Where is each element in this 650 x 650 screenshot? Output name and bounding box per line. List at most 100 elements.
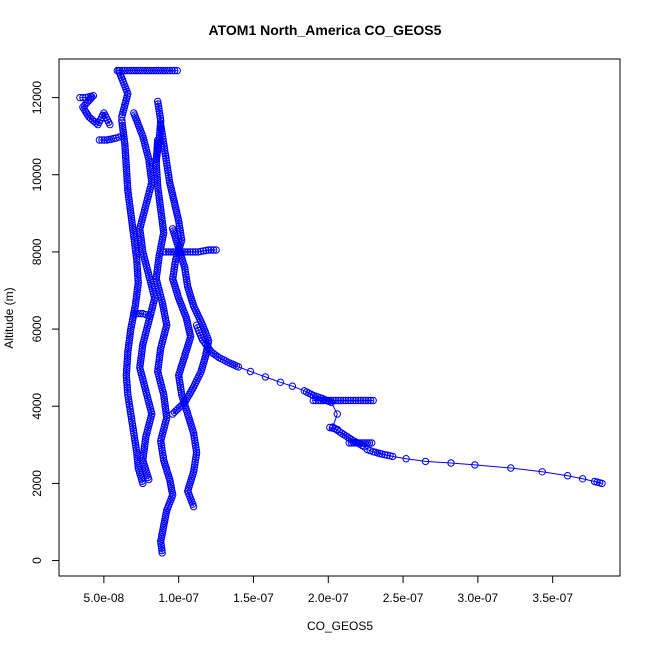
data-point-interp bbox=[121, 151, 130, 160]
data-point bbox=[169, 225, 177, 233]
data-point bbox=[152, 155, 160, 164]
data-point bbox=[246, 367, 255, 376]
data-point-interp bbox=[186, 248, 195, 256]
data-point-interp bbox=[132, 444, 140, 452]
data-point-interp bbox=[182, 275, 191, 284]
data-point-interp bbox=[124, 191, 133, 199]
data-point-interp bbox=[329, 396, 337, 405]
data-point-interp bbox=[123, 362, 131, 370]
data-point bbox=[309, 396, 317, 405]
data-point bbox=[184, 248, 192, 256]
data-point-interp bbox=[129, 225, 137, 234]
data-point-interp bbox=[139, 454, 147, 462]
data-point-interp bbox=[82, 109, 91, 117]
data-point-interp bbox=[364, 396, 372, 405]
data-point-interp bbox=[125, 195, 133, 204]
data-point-interp bbox=[133, 258, 141, 266]
y-tick-label: 4000 bbox=[30, 393, 44, 420]
y-tick-label: 0 bbox=[30, 557, 44, 564]
data-point bbox=[369, 396, 377, 405]
data-point-interp bbox=[133, 267, 142, 275]
data-point-interp bbox=[327, 396, 335, 405]
data-point-interp bbox=[119, 124, 127, 132]
data-point-interp bbox=[123, 364, 131, 373]
data-point-interp bbox=[159, 226, 168, 235]
data-point-interp bbox=[133, 260, 141, 268]
data-point-interp bbox=[176, 248, 185, 256]
data-point-interp bbox=[122, 369, 131, 377]
data-point-interp bbox=[123, 179, 132, 187]
data-point bbox=[157, 205, 165, 214]
y-tick-label: 8000 bbox=[30, 238, 44, 265]
data-point-interp bbox=[154, 365, 162, 373]
data-point bbox=[276, 378, 285, 386]
data-point-interp bbox=[153, 266, 162, 274]
data-point-interp bbox=[363, 439, 371, 447]
data-point-interp bbox=[123, 177, 131, 185]
data-point-interp bbox=[154, 360, 163, 369]
data-point-interp bbox=[156, 351, 164, 359]
data-point-interp bbox=[349, 396, 357, 405]
data-point-interp bbox=[125, 198, 134, 206]
data-point-interp bbox=[123, 355, 132, 363]
data-point-interp bbox=[157, 544, 166, 552]
data-point-interp bbox=[129, 427, 138, 435]
data-point-interp bbox=[187, 387, 196, 395]
data-point-interp bbox=[137, 354, 145, 363]
data-point-interp bbox=[317, 396, 325, 405]
data-point bbox=[447, 459, 455, 467]
data-point-interp bbox=[134, 272, 142, 280]
x-axis-label: CO_GEOS5 bbox=[307, 619, 373, 633]
data-point-interp bbox=[161, 400, 169, 408]
data-point-interp bbox=[365, 439, 374, 447]
x-tick-label: 1.5e-07 bbox=[233, 591, 274, 605]
data-point-interp bbox=[154, 187, 163, 195]
data-point-interp bbox=[174, 248, 182, 256]
data-point-interp bbox=[128, 417, 136, 425]
data-point-interp bbox=[123, 376, 131, 384]
data-point bbox=[471, 461, 479, 469]
data-point-interp bbox=[161, 66, 169, 75]
data-point-interp bbox=[121, 142, 129, 150]
data-point-interp bbox=[140, 449, 148, 457]
data-point-interp bbox=[312, 396, 320, 405]
data-point-interp bbox=[155, 133, 164, 142]
data-point bbox=[127, 410, 135, 418]
data-point bbox=[106, 120, 114, 129]
data-point-interp bbox=[136, 227, 144, 235]
data-point-interp bbox=[126, 207, 135, 215]
x-axis: 5.0e-08 1.0e-07 1.5e-07 2.0e-07 2.5e-07 3.0e-… bbox=[84, 575, 573, 605]
data-point-interp bbox=[122, 165, 131, 174]
data-point-interp bbox=[155, 191, 163, 200]
data-point-interp bbox=[138, 243, 146, 252]
data-point-interp bbox=[131, 244, 140, 252]
data-point-interp bbox=[140, 442, 149, 451]
data-point-interp bbox=[147, 174, 155, 182]
data-point-interp bbox=[186, 389, 195, 397]
data-point-interp bbox=[100, 136, 109, 144]
data-point-interp bbox=[126, 327, 135, 336]
data-point bbox=[134, 279, 143, 287]
data-point-interp bbox=[145, 157, 153, 166]
data-point-interp bbox=[168, 66, 176, 75]
data-point-interp bbox=[191, 248, 200, 256]
series-line bbox=[329, 427, 338, 430]
data-point-interp bbox=[132, 293, 141, 301]
chart-title: ATOM1 North_America CO_GEOS5 bbox=[209, 22, 442, 38]
data-point-interp bbox=[164, 166, 172, 175]
x-tick-label: 1.0e-07 bbox=[158, 591, 199, 605]
data-point-interp bbox=[123, 357, 131, 366]
data-point-interp bbox=[155, 194, 163, 202]
data-point-interp bbox=[162, 157, 171, 165]
data-point-interp bbox=[163, 66, 172, 75]
data-point bbox=[121, 140, 129, 148]
data-point-interp bbox=[154, 363, 163, 371]
data-point-interp bbox=[162, 248, 170, 256]
data-point-interp bbox=[337, 396, 345, 405]
data-point bbox=[324, 396, 332, 405]
data-point-interp bbox=[124, 346, 132, 354]
data-point-interp bbox=[136, 361, 144, 369]
data-point-interp bbox=[154, 263, 162, 271]
data-point bbox=[350, 437, 358, 445]
data-point-interp bbox=[161, 404, 170, 413]
